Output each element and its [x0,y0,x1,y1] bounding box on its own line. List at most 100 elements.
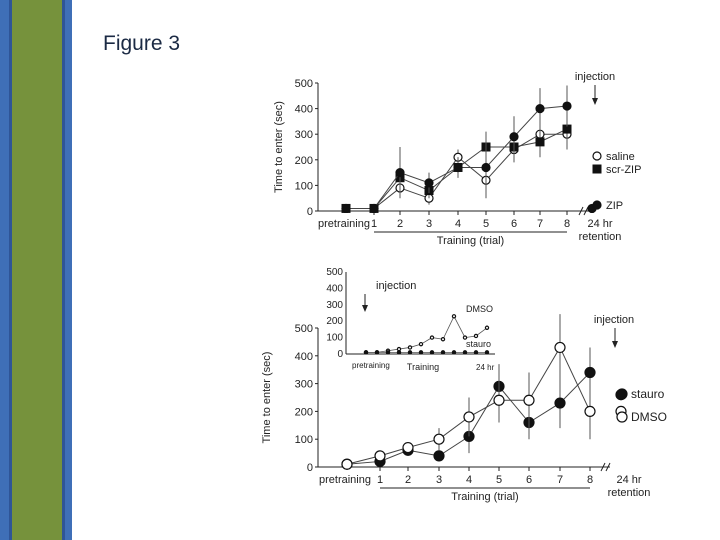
legend-label-ZIP: ZIP [606,200,623,212]
legend-marker-ZIP [592,200,602,210]
data-point-ZIP [562,101,572,111]
inset-data-point-DMSO [418,341,424,347]
data-point-ZIP [369,203,379,214]
inset-data-point-stauro [484,350,490,355]
legend-label-scr-ZIP: scr-ZIP [606,164,641,176]
x-tick-label: 8 [564,218,570,230]
data-point-ZIP [509,132,519,142]
inset-data-point-DMSO [440,337,446,342]
slide-side-bar [0,0,72,540]
injection-arrowhead [612,341,618,348]
inset-data-point-stauro [363,350,369,355]
inset-data-point-stauro [396,350,402,355]
data-point-DMSO [374,450,386,462]
x-tick-label: pretraining [318,218,370,230]
data-point-DMSO [554,341,566,354]
x-tick-label: 1 [377,474,383,486]
legend-marker-DMSO [616,411,628,423]
axis-break-mark [578,206,584,216]
slide-title: Figure 3 [103,32,181,55]
x-tick-label: 4 [466,474,472,486]
y-tick-label: 200 [295,406,313,418]
x-tick-label: 7 [557,474,563,486]
data-point-ZIP [424,178,434,188]
inset-y-tick-label: 400 [326,283,343,294]
y-tick-label: 300 [295,379,313,391]
injection-label: injection [575,71,615,83]
inset-legend-label-stauro: stauro [466,339,491,349]
x-tick-label: 6 [511,218,517,230]
data-point-stauro [554,397,566,409]
y-axis-label: Time to enter (sec) [261,352,273,444]
inset-data-point-DMSO [473,333,479,339]
inset-y-tick-label: 200 [326,316,343,327]
inset-data-point-stauro [429,350,435,355]
side-bar-accent [9,0,65,540]
data-point-DMSO [433,433,445,445]
inset-legend-label-DMSO: DMSO [466,304,493,314]
y-tick-label: 400 [295,351,313,363]
data-point-DMSO [584,405,596,417]
inset-data-point-stauro [473,350,479,355]
legend-label-DMSO: DMSO [631,410,667,424]
figure-3: 0 100 200 300 400 500 Time to enter (sec) pretr… [240,0,720,540]
y-tick-label: 500 [295,78,313,90]
y-tick-label: 200 [295,155,313,167]
x-tick-label: 1 [371,218,377,230]
x-tick-label: pretraining [319,474,371,486]
x-tick-label: 8 [587,474,593,486]
inset-data-point-stauro [418,350,424,355]
y-tick-label: 500 [295,323,313,335]
data-point-DMSO [402,441,414,454]
inset-y-tick-label: 0 [337,349,343,360]
data-point-ZIP [395,168,405,178]
x-tick-label: 7 [537,218,543,230]
inset-data-point-stauro [407,350,413,355]
x-tick-label: 24 hr [587,218,612,230]
y-tick-label: 0 [307,206,313,218]
inset-y-tick-label: 300 [326,300,343,311]
data-point-ZIP [341,203,351,214]
inset-y-tick-label: 500 [326,267,343,278]
x-tick-label: retention [579,231,622,243]
data-point-scr-ZIP [535,137,545,147]
x-tick-label: 5 [483,218,489,230]
legend-marker-stauro [616,388,628,400]
injection-arrowhead [592,98,598,105]
data-point-stauro [584,366,596,379]
inset-injection-arrowhead [362,305,368,312]
injection-label: injection [594,314,634,326]
x-tick-label: 3 [436,474,442,486]
axis-break-mark [583,206,589,216]
data-point-stauro [433,450,445,462]
inset-data-point-DMSO [484,325,490,330]
data-point-DMSO [463,411,475,423]
inset-data-point-DMSO [462,335,468,340]
data-point-ZIP [535,103,545,114]
inset-x-tick-label: Training [407,362,439,372]
legend-label-saline: saline [606,151,635,163]
inset-y-tick-label: 100 [326,333,343,344]
inset-injection-label: injection [376,280,416,292]
legend-marker-saline [592,151,602,161]
x-tick-label: 6 [526,474,532,486]
legend-label-stauro: stauro [631,387,665,401]
data-point-ZIP [481,162,491,173]
data-point-ZIP [453,162,463,173]
x-axis-label: Training (trial) [437,235,504,247]
legend-marker-scr-ZIP [592,164,602,174]
inset-data-point-DMSO [407,345,413,350]
data-point-DMSO [523,394,535,406]
inset-data-point-stauro [385,350,391,355]
inset-data-point-DMSO [429,335,435,340]
x-tick-label: 2 [397,218,403,230]
inset-x-tick-label: 24 hr [476,363,495,372]
y-tick-label: 0 [307,462,313,474]
inset-data-point-stauro [440,350,446,355]
x-tick-label: 24 hr [616,474,641,486]
x-axis-label: Training (trial) [451,491,518,503]
x-tick-label: 5 [496,474,502,486]
data-point-DMSO [341,458,353,470]
x-tick-label: 2 [405,474,411,486]
